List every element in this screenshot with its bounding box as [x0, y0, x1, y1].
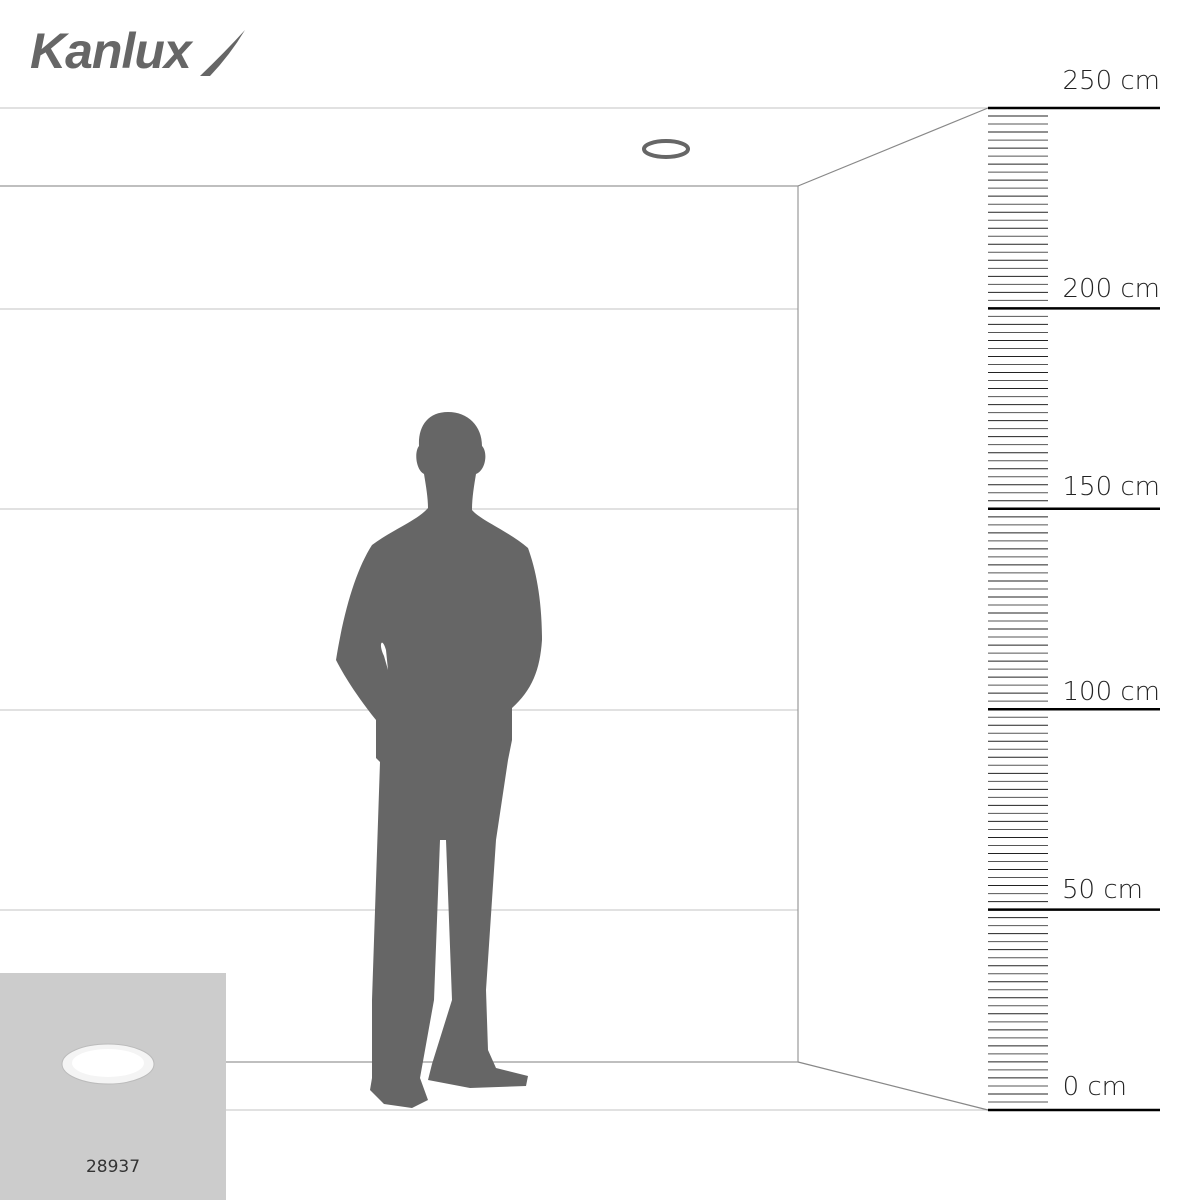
ruler-label-50: 50 cm: [1062, 875, 1143, 905]
logo-swoosh-icon: [200, 30, 245, 76]
ruler-label-250: 250 cm: [1062, 66, 1160, 96]
ceiling-lamp-icon: [642, 139, 690, 159]
ruler-label-150: 150 cm: [1062, 472, 1160, 502]
floor-perspective-line: [797, 1061, 989, 1111]
downlight-product-icon: [61, 1043, 155, 1085]
ruler-label-0: 0 cm: [1062, 1072, 1127, 1102]
ruler-label-200: 200 cm: [1062, 274, 1160, 304]
ruler-label-100: 100 cm: [1062, 677, 1160, 707]
person-silhouette: [336, 412, 542, 1108]
product-thumbnail-panel: [0, 973, 226, 1200]
ceiling-perspective-line: [797, 107, 989, 187]
logo-text: Kanlux: [30, 23, 192, 79]
product-code: 28937: [85, 1157, 141, 1177]
kanlux-logo: Kanlux: [30, 22, 192, 80]
height-ruler: [988, 106, 1160, 1112]
